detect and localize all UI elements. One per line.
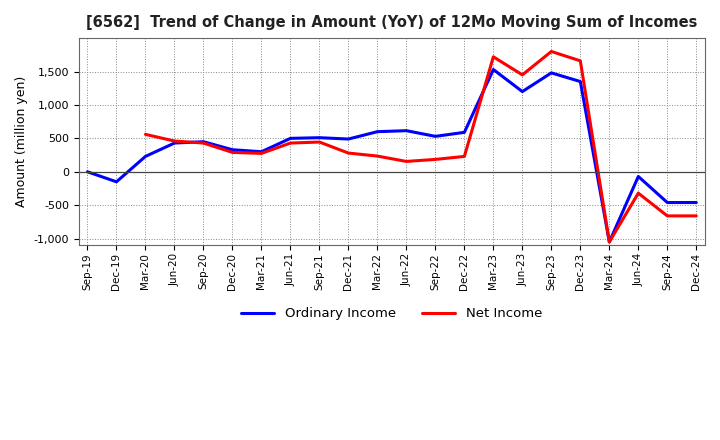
Ordinary Income: [518, 89, 526, 94]
Ordinary Income: [228, 147, 237, 152]
Line: Ordinary Income: Ordinary Income: [87, 70, 696, 242]
Ordinary Income: [431, 134, 440, 139]
Ordinary Income: [257, 149, 266, 154]
Ordinary Income: [576, 79, 585, 84]
Ordinary Income: [141, 154, 150, 159]
Ordinary Income: [605, 239, 613, 245]
Ordinary Income: [286, 136, 294, 141]
Ordinary Income: [344, 136, 353, 142]
Title: [6562]  Trend of Change in Amount (YoY) of 12Mo Moving Sum of Incomes: [6562] Trend of Change in Amount (YoY) o…: [86, 15, 698, 30]
Ordinary Income: [489, 67, 498, 72]
Ordinary Income: [634, 174, 643, 179]
Ordinary Income: [547, 70, 556, 76]
Legend: Ordinary Income, Net Income: Ordinary Income, Net Income: [236, 302, 548, 326]
Ordinary Income: [373, 129, 382, 134]
Ordinary Income: [170, 140, 179, 146]
Ordinary Income: [460, 130, 469, 135]
Ordinary Income: [315, 135, 324, 140]
Ordinary Income: [199, 139, 208, 144]
Ordinary Income: [692, 200, 701, 205]
Ordinary Income: [402, 128, 410, 133]
Ordinary Income: [663, 200, 672, 205]
Ordinary Income: [112, 179, 121, 184]
Y-axis label: Amount (million yen): Amount (million yen): [15, 76, 28, 207]
Ordinary Income: [83, 169, 91, 174]
